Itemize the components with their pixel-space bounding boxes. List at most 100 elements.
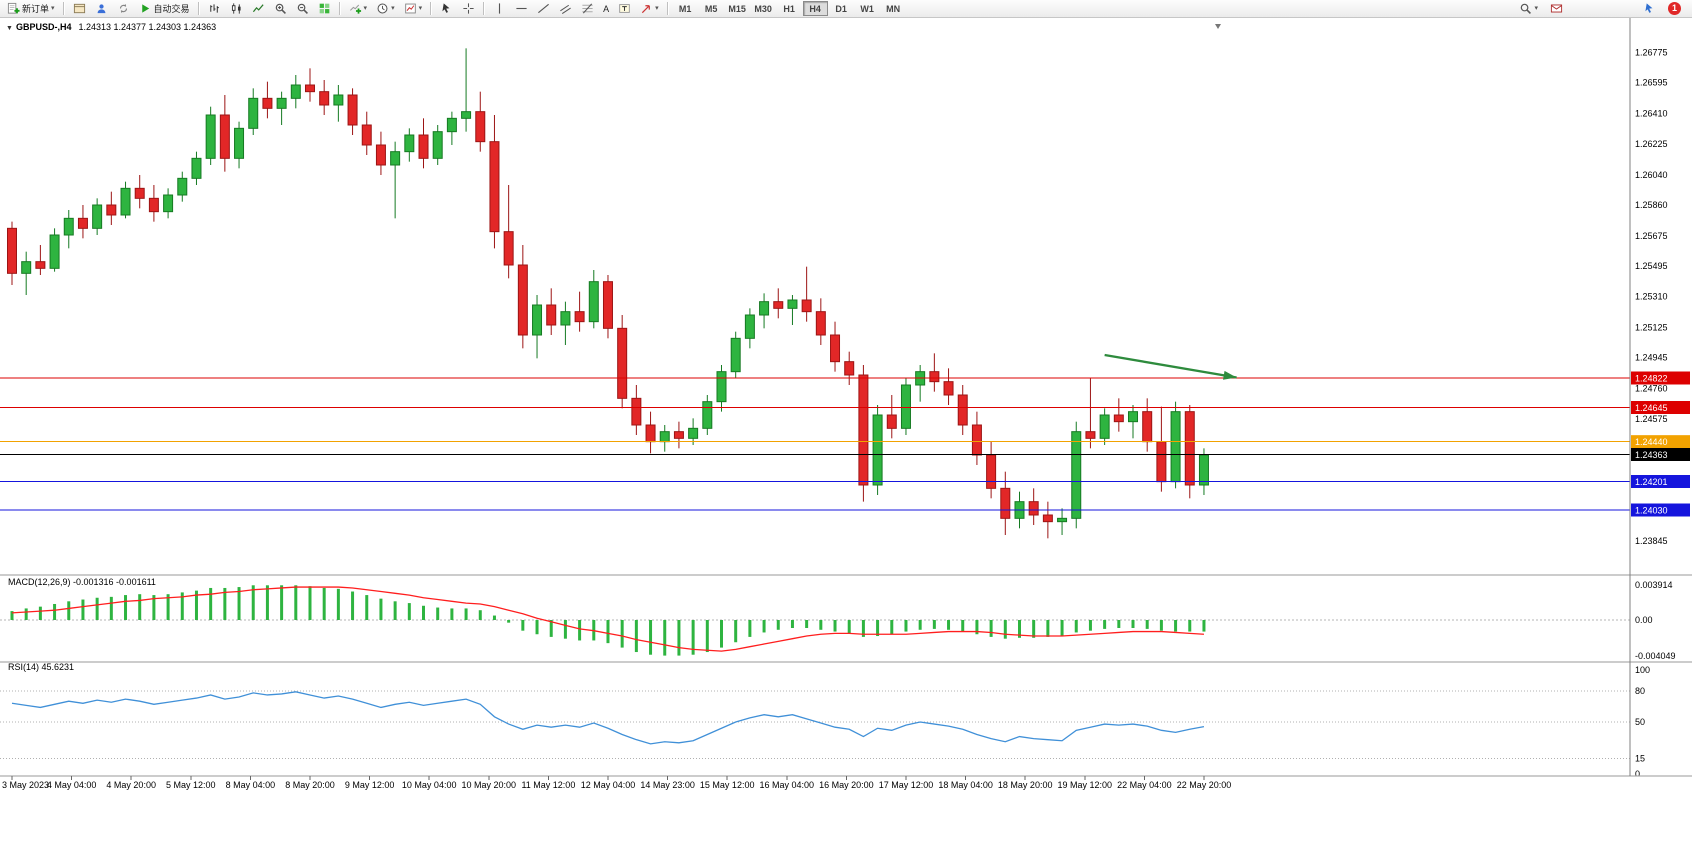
timeframe-button-m1[interactable]: M1 bbox=[673, 1, 698, 16]
templates-icon bbox=[404, 2, 417, 15]
crosshair-button[interactable] bbox=[458, 1, 479, 17]
price-tag-label: 1.24645 bbox=[1635, 403, 1668, 413]
rsi-scale-label: 100 bbox=[1635, 665, 1650, 675]
time-axis-label: 3 May 2023 bbox=[2, 780, 49, 790]
zoom-out-button[interactable] bbox=[292, 1, 313, 17]
text-button[interactable]: A bbox=[599, 1, 613, 17]
macd-scale-label: 0.003914 bbox=[1635, 580, 1673, 590]
zoom-in-button[interactable] bbox=[270, 1, 291, 17]
text-label-button[interactable] bbox=[614, 1, 635, 17]
price-tag bbox=[1631, 401, 1690, 414]
candle-body bbox=[801, 299, 812, 313]
arrows-button[interactable]: ▾ bbox=[636, 1, 663, 17]
refresh-button[interactable] bbox=[113, 1, 134, 17]
price-tag bbox=[1631, 475, 1690, 488]
vertical-line-button[interactable] bbox=[489, 1, 510, 17]
candle-body bbox=[461, 111, 472, 119]
candle-body bbox=[617, 327, 628, 399]
candle-body bbox=[872, 414, 883, 486]
candle-body bbox=[830, 334, 841, 363]
toolbar: 新订单 ▾ 自动交易 ▾ ▾ ▾ A ▾ M1 M5 M15 M30 H1 H4 D1 W1 MN ▾ 1 bbox=[0, 0, 1692, 18]
candle-body bbox=[503, 231, 514, 266]
timeframe-button-m5[interactable]: M5 bbox=[699, 1, 724, 16]
candle-body bbox=[702, 401, 713, 429]
indicators-button[interactable]: ▾ bbox=[345, 1, 372, 17]
price-axis-label: 1.26410 bbox=[1635, 108, 1668, 118]
candle-body bbox=[375, 144, 386, 166]
rsi-line bbox=[11, 691, 1205, 745]
caret-down-icon: ▾ bbox=[51, 4, 55, 12]
candle-body bbox=[77, 217, 88, 229]
channel-icon bbox=[559, 2, 572, 15]
community-button[interactable] bbox=[91, 1, 112, 17]
timeframe-button-w1[interactable]: W1 bbox=[855, 1, 880, 16]
trendline-button[interactable] bbox=[533, 1, 554, 17]
candle-body bbox=[1028, 501, 1039, 516]
caret-down-icon: ▾ bbox=[655, 4, 659, 12]
candle-body bbox=[688, 427, 699, 439]
autotrading-button[interactable]: 自动交易 bbox=[135, 1, 194, 17]
templates-button[interactable]: ▾ bbox=[400, 1, 427, 17]
notifications-button[interactable]: 1 bbox=[1664, 1, 1685, 17]
channel-button[interactable] bbox=[555, 1, 576, 17]
candle-body bbox=[1170, 411, 1181, 483]
timeframe-button-h1[interactable]: H1 bbox=[777, 1, 802, 16]
candle-body bbox=[191, 157, 202, 179]
new-order-button[interactable]: 新订单 ▾ bbox=[3, 1, 59, 17]
tile-windows-button[interactable] bbox=[314, 1, 335, 17]
timeframe-button-m30[interactable]: M30 bbox=[751, 1, 776, 16]
candlestick-icon bbox=[230, 2, 243, 15]
candle-body bbox=[1128, 411, 1139, 423]
chart-area[interactable]: 1.26775 1.26595 1.26410 1.26225 1.26040 1.258… bbox=[0, 18, 1692, 855]
candlestick-button[interactable] bbox=[226, 1, 247, 17]
new-order-icon bbox=[7, 2, 20, 15]
candle-body bbox=[304, 84, 315, 93]
time-axis-label: 22 May 04:00 bbox=[1117, 780, 1172, 790]
candle-body bbox=[588, 281, 599, 323]
candle-body bbox=[35, 261, 46, 269]
ohlc-dropdown-icon[interactable]: ▼ bbox=[6, 25, 13, 32]
candle-body bbox=[759, 301, 770, 316]
bar-chart-button[interactable] bbox=[204, 1, 225, 17]
macd-scale-label: -0.004049 bbox=[1635, 651, 1676, 661]
periods-button[interactable]: ▾ bbox=[372, 1, 399, 17]
candle-body bbox=[262, 97, 273, 109]
chart-background[interactable] bbox=[0, 18, 1692, 855]
text-label-icon bbox=[618, 2, 631, 15]
timeframe-button-h4[interactable]: H4 bbox=[802, 1, 828, 16]
candle-body bbox=[475, 111, 486, 143]
time-axis-label: 17 May 12:00 bbox=[879, 780, 934, 790]
community-icon bbox=[95, 2, 108, 15]
arrow-icon bbox=[640, 2, 653, 15]
price-axis-label: 1.24760 bbox=[1635, 383, 1668, 393]
trend-arrow-line[interactable] bbox=[1104, 353, 1237, 379]
time-axis-label: 18 May 20:00 bbox=[998, 780, 1053, 790]
candle-body bbox=[659, 431, 670, 443]
candle-body bbox=[106, 204, 117, 216]
alerts-button[interactable] bbox=[1546, 1, 1567, 17]
time-axis-label: 16 May 04:00 bbox=[760, 780, 815, 790]
fibonacci-icon bbox=[581, 2, 594, 15]
time-axis-label: 16 May 20:00 bbox=[819, 780, 874, 790]
candle-body bbox=[361, 124, 372, 146]
pointer-button[interactable] bbox=[1639, 1, 1660, 17]
layouts-icon bbox=[73, 2, 86, 15]
chart-shift-marker[interactable] bbox=[1215, 24, 1221, 29]
timeframe-button-m15[interactable]: M15 bbox=[725, 1, 750, 16]
cursor-button[interactable] bbox=[436, 1, 457, 17]
crosshair-icon bbox=[462, 2, 475, 15]
search-button[interactable]: ▾ bbox=[1515, 1, 1542, 17]
caret-down-icon: ▾ bbox=[363, 4, 368, 12]
layouts-button[interactable] bbox=[69, 1, 90, 17]
candle-body bbox=[716, 371, 727, 403]
line-chart-button[interactable] bbox=[248, 1, 269, 17]
timeframe-button-mn[interactable]: MN bbox=[881, 1, 906, 16]
chart-ohlc-values: 1.24313 1.24377 1.24303 1.24363 bbox=[78, 22, 217, 32]
timeframe-button-d1[interactable]: D1 bbox=[829, 1, 854, 16]
candle-body bbox=[134, 187, 145, 199]
search-icon bbox=[1519, 2, 1532, 15]
candle-body bbox=[1156, 441, 1167, 483]
cursor-icon bbox=[440, 2, 453, 15]
fibonacci-button[interactable] bbox=[577, 1, 598, 17]
horizontal-line-button[interactable] bbox=[511, 1, 532, 17]
